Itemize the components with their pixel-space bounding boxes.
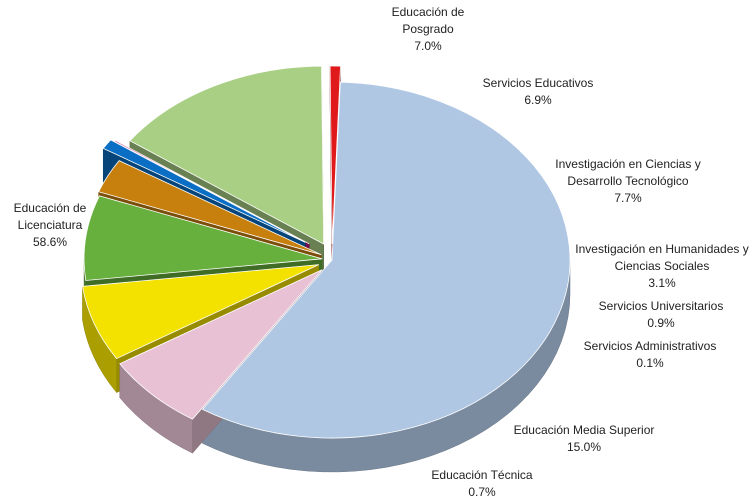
pie-tops xyxy=(82,65,571,439)
slice-value-label: 0.9% xyxy=(647,316,675,330)
slice-value-label: 6.9% xyxy=(524,93,552,107)
slice-value-label: 15.0% xyxy=(567,440,601,454)
slice-name-line: Educación de xyxy=(392,5,465,19)
slice-educacion-tecnica xyxy=(329,65,341,245)
slice-servicios-educativos xyxy=(82,264,319,360)
slice-label-posgrado: Educación de Posgrado 7.0% xyxy=(392,5,465,53)
slice-value-label: 0.1% xyxy=(636,356,664,370)
slice-value-label: 7.7% xyxy=(614,191,642,205)
slice-value-label: 3.1% xyxy=(648,276,676,290)
slice-servicios-administrativos xyxy=(113,140,310,245)
slice-label-licenciatura: Educación de Licenciatura 58.6% xyxy=(14,201,87,249)
slice-name-line: Educación Media Superior xyxy=(514,423,655,437)
slice-name-line: Investigación en Humanidades y xyxy=(575,242,748,256)
slice-label-investigacion-humanidades: Investigación en Humanidades y Ciencias S… xyxy=(575,242,748,290)
slice-media-superior xyxy=(129,65,325,245)
slice-name-line: Desarrollo Tecnológico xyxy=(567,174,689,188)
slice-investigacion-humanidades xyxy=(98,160,322,256)
slice-name-line: Investigación en Ciencias y xyxy=(555,157,700,171)
slice-name-line: Educación Técnica xyxy=(431,468,533,482)
slice-label-servicios-educativos: Servicios Educativos 6.9% xyxy=(483,76,594,107)
slice-servicios-universitarios xyxy=(102,139,306,243)
slice-value-label: 58.6% xyxy=(33,235,67,249)
slice-label-investigacion-ciencias: Investigación en Ciencias y Desarrollo Te… xyxy=(555,157,700,205)
slice-label-educacion-tecnica: Educación Técnica 0.7% xyxy=(431,468,533,499)
slice-name-line: Ciencias Sociales xyxy=(615,259,710,273)
slice-label-media-superior: Educación Media Superior 15.0% xyxy=(514,423,655,454)
slice-label-servicios-administrativos: Servicios Administrativos 0.1% xyxy=(584,339,717,370)
slice-investigacion-ciencias xyxy=(83,195,323,281)
slice-licenciatura xyxy=(201,81,571,439)
slice-name-line: Servicios Universitarios xyxy=(599,299,724,313)
slice-label-servicios-universitarios: Servicios Universitarios 0.9% xyxy=(599,299,724,330)
slice-labels: Educación de Licenciatura 58.6%Educación d… xyxy=(14,5,749,499)
slice-name-line: Educación de xyxy=(14,201,87,215)
slice-name-line: Licenciatura xyxy=(18,218,83,232)
slice-value-label: 0.7% xyxy=(468,485,496,499)
slice-name-line: Posgrado xyxy=(402,22,454,36)
slice-name-line: Servicios Educativos xyxy=(483,76,594,90)
slice-posgrado xyxy=(119,269,323,420)
slice-name-line: Servicios Administrativos xyxy=(584,339,717,353)
slice-value-label: 7.0% xyxy=(414,39,442,53)
